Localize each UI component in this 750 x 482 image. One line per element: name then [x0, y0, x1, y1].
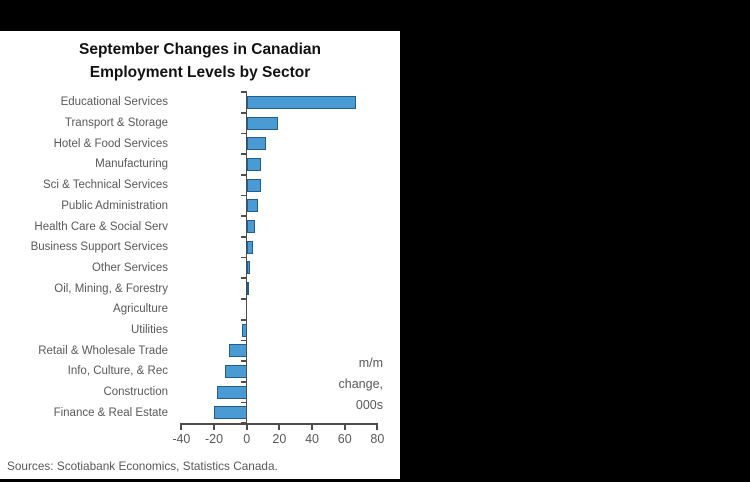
- chart-title-line2: Employment Levels by Sector: [89, 64, 311, 81]
- x-tick-label: 80: [370, 432, 385, 447]
- x-tick-label: -40: [172, 432, 191, 447]
- bar: [246, 157, 262, 171]
- x-tick-label: 40: [305, 432, 319, 447]
- category-label: Oil, Mining, & Forestry: [54, 282, 168, 295]
- category-label: Transport & Storage: [64, 117, 168, 130]
- category-label: Health Care & Social Serv: [34, 220, 168, 233]
- x-tick-label: 60: [337, 432, 352, 447]
- y-tick: [241, 298, 247, 300]
- y-tick: [241, 339, 247, 342]
- chart-title: September Changes in Canadian Employment…: [0, 38, 400, 84]
- bar: [246, 240, 254, 254]
- y-tick: [241, 256, 247, 259]
- bar: [246, 116, 278, 130]
- y-tick: [241, 318, 247, 321]
- chart-panel: September Changes in Canadian Employment…: [0, 31, 400, 479]
- x-tick: [245, 423, 248, 431]
- y-tick: [241, 91, 247, 93]
- category-label: Business Support Services: [30, 241, 168, 254]
- y-tick: [241, 277, 247, 280]
- category-label: Utilities: [130, 324, 168, 337]
- bar: [217, 385, 247, 399]
- y-tick: [241, 153, 247, 155]
- units-annotation-line1: m/m: [358, 356, 383, 370]
- category-label: Public Administration: [61, 199, 168, 212]
- x-tick-label: -20: [204, 432, 224, 447]
- x-tick-label: 20: [272, 432, 287, 447]
- category-label: Construction: [103, 386, 168, 399]
- x-tick: [343, 423, 346, 431]
- bar: [246, 95, 357, 109]
- y-tick: [241, 215, 247, 218]
- category-label: Info, Culture, & Rec: [67, 365, 168, 378]
- category-label: Manufacturing: [95, 158, 168, 171]
- y-tick: [241, 173, 247, 176]
- bar: [246, 199, 259, 213]
- units-annotation: m/m change, 000s: [339, 353, 383, 416]
- units-annotation-line2: change,: [338, 377, 383, 391]
- x-tick: [180, 423, 183, 431]
- y-tick: [241, 360, 247, 362]
- bar: [225, 364, 247, 378]
- y-tick: [241, 111, 247, 114]
- category-label: Educational Services: [60, 96, 168, 109]
- units-annotation-line3: 000s: [355, 398, 383, 412]
- x-tick: [213, 423, 215, 431]
- y-tick: [241, 401, 247, 404]
- chart-title-line1: September Changes in Canadian: [78, 41, 322, 58]
- x-tick: [278, 423, 281, 431]
- category-label: Sci & Technical Services: [42, 179, 168, 192]
- y-tick: [241, 132, 247, 135]
- bar: [246, 178, 261, 192]
- category-label: Agriculture: [113, 303, 168, 316]
- y-tick: [241, 194, 247, 197]
- source-note: Sources: Scotiabank Economics, Statistic…: [7, 459, 278, 473]
- y-tick: [241, 236, 247, 238]
- category-label: Finance & Real Estate: [53, 406, 168, 419]
- bar: [214, 406, 247, 420]
- bar: [228, 344, 247, 358]
- y-tick: [241, 380, 247, 383]
- x-tick-label: 0: [243, 432, 251, 447]
- bar: [246, 137, 267, 151]
- category-label: Hotel & Food Services: [53, 137, 168, 150]
- x-tick: [311, 423, 313, 431]
- bar: [246, 220, 255, 234]
- category-label: Retail & Wholesale Trade: [38, 344, 168, 357]
- category-label: Other Services: [91, 261, 168, 274]
- x-tick: [376, 423, 379, 431]
